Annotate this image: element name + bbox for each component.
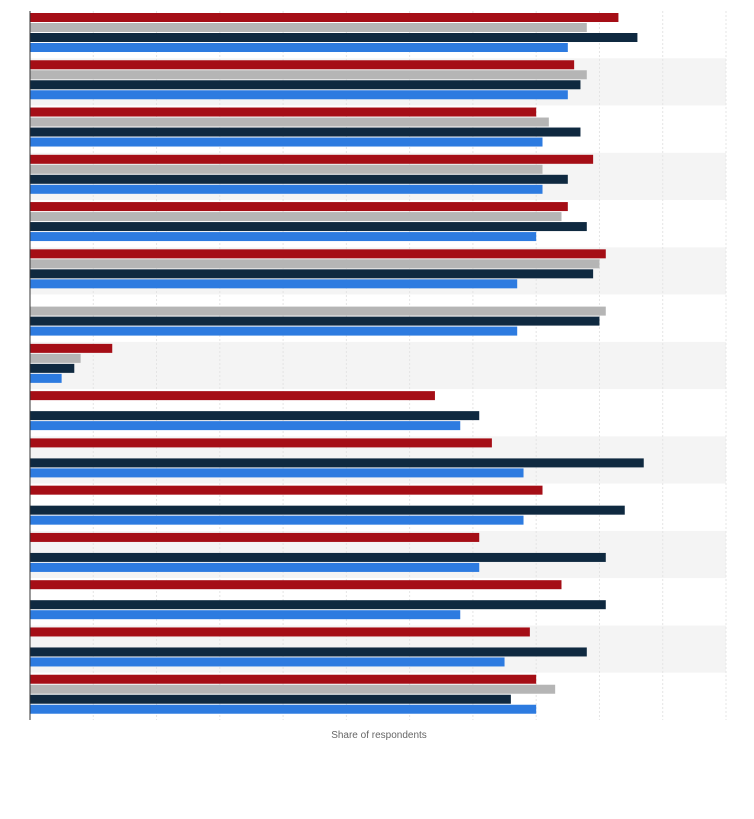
bar[interactable] [30,222,587,231]
bar[interactable] [30,307,606,316]
bar[interactable] [30,249,606,258]
bar[interactable] [30,90,568,99]
bar[interactable] [30,685,555,694]
bar[interactable] [30,411,479,420]
bar[interactable] [30,705,536,714]
bar[interactable] [30,374,62,383]
bar[interactable] [30,317,599,326]
bar[interactable] [30,533,479,542]
bar[interactable] [30,118,549,127]
bar[interactable] [30,553,606,562]
bar[interactable] [30,175,568,184]
bar[interactable] [30,354,81,363]
bar[interactable] [30,23,587,32]
bar[interactable] [30,33,637,42]
x-axis-label: Share of respondents [331,730,427,741]
bar[interactable] [30,647,587,656]
bar[interactable] [30,128,580,137]
bar[interactable] [30,486,543,495]
bar[interactable] [30,695,511,704]
bar[interactable] [30,657,505,666]
bar[interactable] [30,438,492,447]
bar[interactable] [30,600,606,609]
bar[interactable] [30,138,543,147]
bar[interactable] [30,108,536,117]
bar[interactable] [30,344,112,353]
bar[interactable] [30,364,74,373]
bar[interactable] [30,610,460,619]
bar[interactable] [30,421,460,430]
bar[interactable] [30,185,543,194]
bar[interactable] [30,155,593,164]
bar[interactable] [30,165,543,174]
bar[interactable] [30,80,580,89]
bar[interactable] [30,627,530,636]
bar[interactable] [30,468,524,477]
bar[interactable] [30,232,536,241]
bar[interactable] [30,202,568,211]
bar[interactable] [30,458,644,467]
bar[interactable] [30,13,618,22]
bar[interactable] [30,259,599,268]
bar[interactable] [30,516,524,525]
bar[interactable] [30,580,561,589]
bar[interactable] [30,563,479,572]
bar[interactable] [30,391,435,400]
bar[interactable] [30,279,517,288]
bar[interactable] [30,327,517,336]
bar[interactable] [30,212,561,221]
row-band [30,342,726,389]
bar[interactable] [30,43,568,52]
bar[interactable] [30,675,536,684]
bar[interactable] [30,60,574,69]
bar[interactable] [30,506,625,515]
bar[interactable] [30,269,593,278]
bar[interactable] [30,70,587,79]
